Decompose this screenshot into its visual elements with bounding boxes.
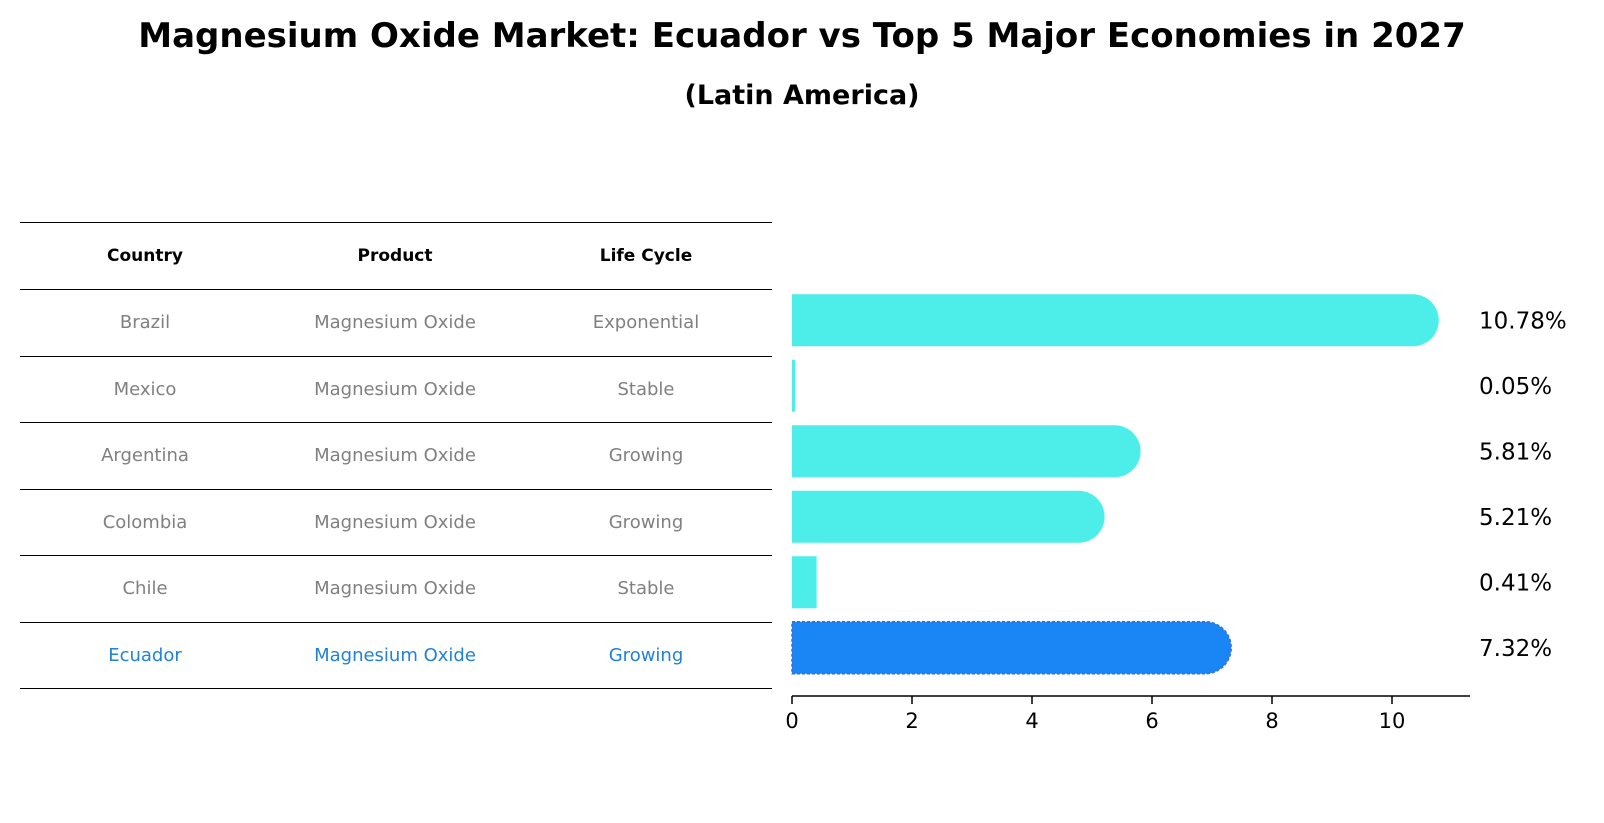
table-row: Colombia Magnesium Oxide Growing bbox=[20, 490, 772, 556]
data-label-chile: 0.41% bbox=[1479, 570, 1552, 596]
table-row: Chile Magnesium Oxide Stable bbox=[20, 556, 772, 623]
life-cycle-cell: Growing bbox=[608, 511, 684, 533]
country-cell: Colombia bbox=[102, 511, 188, 533]
data-label-brazil: 10.78% bbox=[1479, 308, 1567, 334]
product-cell: Magnesium Oxide bbox=[314, 511, 476, 533]
bar-brazil bbox=[792, 294, 1439, 347]
product-cell: Magnesium Oxide bbox=[314, 312, 476, 334]
bar-mexico bbox=[792, 359, 795, 412]
country-cell: Argentina bbox=[101, 445, 189, 467]
country-cell: Chile bbox=[122, 578, 168, 600]
data-label-argentina: 5.81% bbox=[1479, 439, 1552, 465]
product-cell: Magnesium Oxide bbox=[314, 578, 476, 600]
x-tick-label-0: 0 bbox=[785, 709, 798, 733]
product-cell: Magnesium Oxide bbox=[314, 378, 476, 400]
table-header-row: Country Product Life Cycle bbox=[20, 222, 772, 290]
bar-colombia bbox=[792, 490, 1105, 543]
bar-chile bbox=[792, 556, 817, 609]
x-tick-label-6: 6 bbox=[1145, 709, 1158, 733]
header-product: Product bbox=[357, 246, 433, 266]
life-cycle-cell: Stable bbox=[617, 578, 675, 600]
country-table: Country Product Life Cycle Brazil Magnes… bbox=[20, 222, 772, 689]
table-row: Brazil Magnesium Oxide Exponential bbox=[20, 290, 772, 357]
data-label-mexico: 0.05% bbox=[1479, 374, 1552, 400]
data-label-colombia: 5.21% bbox=[1479, 505, 1552, 531]
x-tick-label-8: 8 bbox=[1265, 709, 1278, 733]
x-tick-label-4: 4 bbox=[1025, 709, 1038, 733]
header-life-cycle: Life Cycle bbox=[599, 246, 693, 266]
table-row-highlighted: Ecuador Magnesium Oxide Growing bbox=[20, 623, 772, 689]
bar-argentina bbox=[792, 425, 1141, 478]
country-cell: Mexico bbox=[113, 378, 177, 400]
chart-title: Magnesium Oxide Market: Ecuador vs Top 5… bbox=[138, 16, 1466, 56]
product-cell: Magnesium Oxide bbox=[314, 445, 476, 467]
country-cell: Brazil bbox=[119, 312, 171, 334]
table-row: Argentina Magnesium Oxide Growing bbox=[20, 423, 772, 490]
data-label-ecuador: 7.32% bbox=[1479, 636, 1552, 662]
country-cell: Ecuador bbox=[108, 644, 182, 666]
x-tick-label-2: 2 bbox=[905, 709, 918, 733]
header-country: Country bbox=[107, 246, 183, 266]
x-tick-label-10: 10 bbox=[1379, 709, 1406, 733]
life-cycle-cell: Exponential bbox=[592, 312, 700, 334]
life-cycle-cell: Growing bbox=[608, 445, 684, 467]
bar-ecuador bbox=[791, 621, 1232, 675]
product-cell: Magnesium Oxide bbox=[314, 644, 476, 666]
life-cycle-cell: Stable bbox=[617, 378, 675, 400]
table-row: Mexico Magnesium Oxide Stable bbox=[20, 357, 772, 423]
life-cycle-cell: Growing bbox=[608, 644, 684, 666]
chart-subtitle: (Latin America) bbox=[684, 80, 920, 111]
